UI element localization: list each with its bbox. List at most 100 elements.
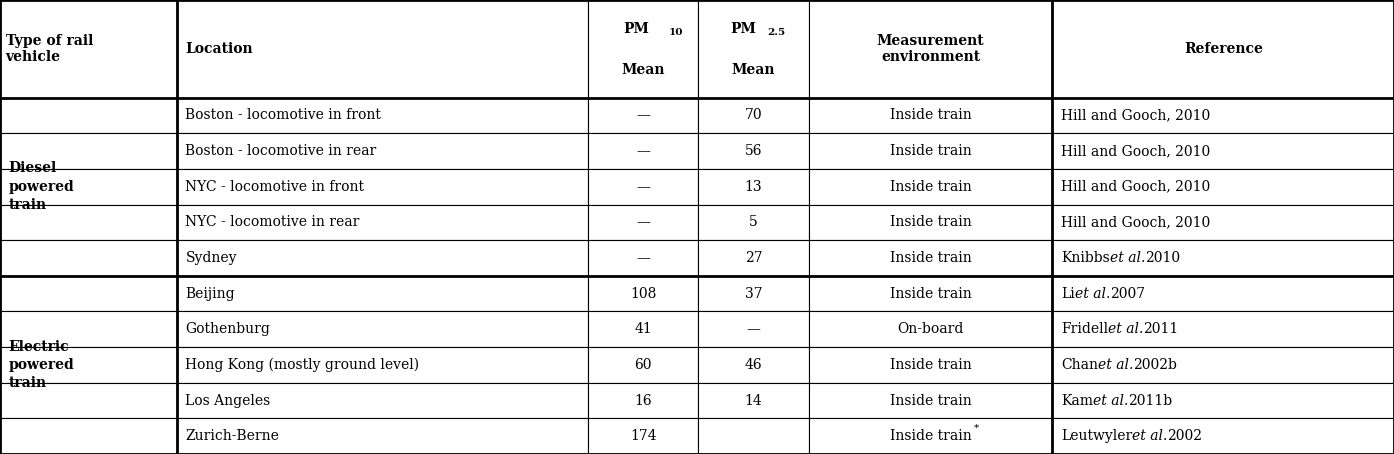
Text: Sydney: Sydney	[185, 251, 237, 265]
Bar	[0, 347, 177, 383]
Bar	[1052, 133, 1394, 169]
Text: Inside train: Inside train	[889, 429, 972, 443]
Bar	[0, 276, 177, 311]
Text: Diesel
powered
train: Diesel powered train	[8, 161, 74, 212]
Text: Zurich-Berne: Zurich-Berne	[185, 429, 279, 443]
Text: 56: 56	[744, 144, 763, 158]
Bar	[177, 133, 588, 169]
Text: Inside train: Inside train	[889, 429, 972, 443]
Bar	[588, 169, 698, 204]
Text: 2011b: 2011b	[1128, 394, 1172, 408]
Bar	[0, 419, 177, 454]
Text: 46: 46	[744, 358, 763, 372]
Bar	[809, 133, 1052, 169]
Bar	[588, 240, 698, 276]
Text: 37: 37	[744, 286, 763, 301]
Bar	[1052, 169, 1394, 204]
Text: Mean: Mean	[622, 63, 665, 77]
Text: Gothenburg: Gothenburg	[185, 322, 270, 336]
Text: —: —	[637, 251, 650, 265]
Bar	[1052, 276, 1394, 311]
Text: et al.: et al.	[1098, 358, 1133, 372]
Text: 13: 13	[744, 180, 763, 194]
Bar	[177, 383, 588, 419]
Bar	[588, 383, 698, 419]
Bar	[698, 383, 809, 419]
Text: 5: 5	[749, 215, 758, 229]
Text: Li: Li	[1061, 286, 1075, 301]
Text: et al.: et al.	[1075, 286, 1110, 301]
Text: 70: 70	[744, 109, 763, 123]
Text: 14: 14	[744, 394, 763, 408]
Text: Inside train: Inside train	[889, 286, 972, 301]
Bar	[588, 204, 698, 240]
Text: 2011: 2011	[1143, 322, 1178, 336]
Bar	[177, 204, 588, 240]
Bar	[0, 98, 177, 133]
Text: Boston - locomotive in front: Boston - locomotive in front	[185, 109, 382, 123]
Text: et al.: et al.	[1108, 322, 1143, 336]
Text: Electric
powered
train: Electric powered train	[8, 340, 74, 390]
Bar	[0, 133, 177, 169]
Bar	[809, 0, 1052, 98]
Text: Kam: Kam	[1061, 394, 1093, 408]
Bar	[0, 169, 177, 204]
Text: 2007: 2007	[1110, 286, 1144, 301]
Bar	[809, 169, 1052, 204]
Bar	[588, 276, 698, 311]
Text: Boston - locomotive in rear: Boston - locomotive in rear	[185, 144, 376, 158]
Bar	[1052, 311, 1394, 347]
Bar	[1052, 347, 1394, 383]
Bar	[698, 276, 809, 311]
Bar	[698, 240, 809, 276]
Bar	[1052, 0, 1394, 98]
Text: Inside train: Inside train	[889, 180, 972, 194]
Text: Beijing: Beijing	[185, 286, 236, 301]
Bar	[698, 204, 809, 240]
Bar	[177, 240, 588, 276]
Bar	[588, 133, 698, 169]
Bar	[809, 276, 1052, 311]
Text: PM: PM	[730, 22, 757, 36]
Bar	[177, 98, 588, 133]
Bar	[0, 240, 177, 276]
Text: 27: 27	[744, 251, 763, 265]
Bar	[698, 347, 809, 383]
Bar	[1052, 98, 1394, 133]
Text: Reference: Reference	[1184, 42, 1263, 56]
Text: Leutwyler: Leutwyler	[1061, 429, 1132, 443]
Bar	[177, 169, 588, 204]
Text: Type of rail
vehicle: Type of rail vehicle	[6, 34, 93, 64]
Text: et al.: et al.	[1093, 394, 1128, 408]
Text: NYC - locomotive in front: NYC - locomotive in front	[185, 180, 364, 194]
Bar	[588, 0, 698, 98]
Text: 10: 10	[669, 29, 683, 37]
Bar	[0, 204, 177, 240]
Text: —: —	[637, 109, 650, 123]
Bar	[698, 311, 809, 347]
Bar	[809, 347, 1052, 383]
Bar	[809, 383, 1052, 419]
Text: 2002b: 2002b	[1133, 358, 1177, 372]
Text: Hill and Gooch, 2010: Hill and Gooch, 2010	[1061, 109, 1210, 123]
Text: Hill and Gooch, 2010: Hill and Gooch, 2010	[1061, 180, 1210, 194]
Text: Inside train: Inside train	[889, 144, 972, 158]
Text: —: —	[637, 180, 650, 194]
Bar	[177, 419, 588, 454]
Bar	[177, 276, 588, 311]
Bar	[809, 240, 1052, 276]
Bar	[1052, 204, 1394, 240]
Bar	[809, 98, 1052, 133]
Bar	[809, 311, 1052, 347]
Bar	[588, 347, 698, 383]
Bar	[1052, 383, 1394, 419]
Text: *: *	[974, 424, 979, 433]
Bar	[177, 0, 588, 98]
Text: Hong Kong (mostly ground level): Hong Kong (mostly ground level)	[185, 358, 420, 372]
Bar	[1052, 240, 1394, 276]
Text: Location: Location	[185, 42, 254, 56]
Bar	[698, 98, 809, 133]
Text: et al.: et al.	[1110, 251, 1144, 265]
Text: On-board: On-board	[898, 322, 963, 336]
Text: Hill and Gooch, 2010: Hill and Gooch, 2010	[1061, 215, 1210, 229]
